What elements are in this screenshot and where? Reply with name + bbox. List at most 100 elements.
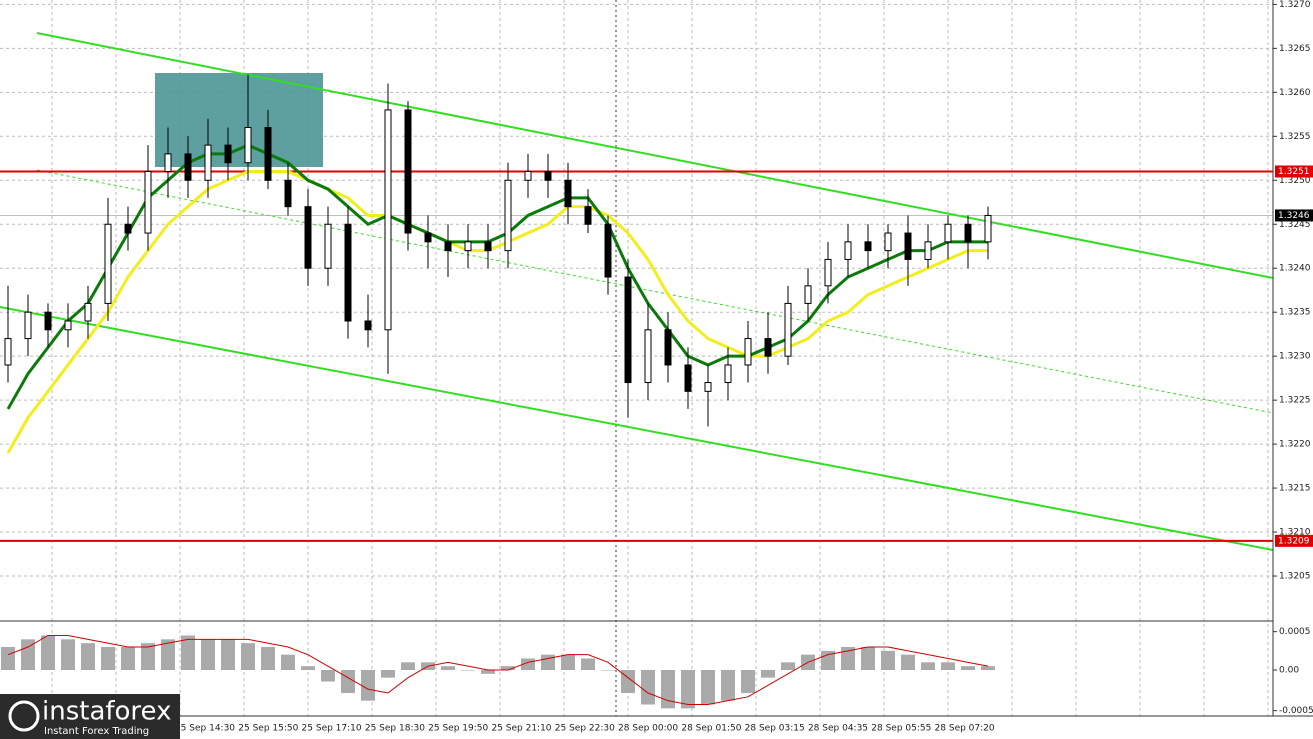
macd-bar [781, 662, 795, 670]
y-tick-label: 1.3250 [1279, 176, 1311, 186]
candle-body [724, 364, 732, 384]
candle-body [564, 179, 572, 208]
candle-body [364, 320, 372, 331]
x-tick-label: 25 Sep 17:10 [302, 724, 362, 734]
logo-tagline: Instant Forex Trading [44, 726, 149, 737]
candle-body [584, 206, 592, 225]
y-tick-label: 1.3235 [1279, 308, 1311, 318]
x-tick-label: 25 Sep 21:10 [491, 724, 551, 734]
candle-body [844, 241, 852, 260]
macd-bar [921, 662, 935, 670]
candle-body [84, 302, 92, 322]
candle-body [704, 382, 712, 392]
macd-bar [261, 647, 275, 670]
candle-body [984, 214, 992, 243]
macd-bar [241, 643, 255, 670]
macd-bar [341, 670, 355, 693]
logo-name: instaforex [42, 697, 171, 727]
candle-body [644, 329, 652, 384]
x-tick-label: 25 Sep 19:50 [428, 724, 488, 734]
macd-tick-label: 0.0005 [1279, 627, 1311, 637]
candle-body [944, 223, 952, 243]
candle-body [404, 109, 412, 234]
x-tick-label: 28 Sep 05:55 [871, 724, 931, 734]
candle-body [624, 276, 632, 384]
macd-bar [361, 670, 375, 701]
x-tick-label: 28 Sep 01:50 [681, 724, 741, 734]
macd-bar [681, 670, 695, 709]
zone-box [155, 73, 323, 167]
candle-body [164, 153, 172, 172]
macd-bar [601, 670, 615, 671]
x-tick-label: 28 Sep 03:15 [745, 724, 805, 734]
y-tick-label: 1.3270 [1279, 0, 1311, 10]
macd-bar [281, 654, 295, 670]
macd-bar [621, 670, 635, 693]
candle-body [744, 338, 752, 366]
y-tick-label: 1.3260 [1279, 88, 1311, 98]
ma-fast-line [6, 143, 988, 410]
y-tick-label: 1.3240 [1279, 264, 1311, 274]
candle-body [684, 364, 692, 392]
channel-lower [0, 306, 1274, 551]
macd-bar [121, 647, 135, 670]
candle-body [24, 311, 32, 340]
level-label: 1.3209 [1278, 536, 1310, 546]
candle-body [924, 241, 932, 260]
candle-body [264, 127, 272, 181]
candle-body [224, 144, 232, 164]
macd-bar [861, 647, 875, 670]
y-tick-label: 1.3215 [1279, 484, 1311, 494]
candle-body [184, 153, 192, 181]
candle-body [324, 223, 332, 269]
y-tick-label: 1.3245 [1279, 220, 1311, 230]
macd-bar [161, 639, 175, 670]
macd-bar [521, 658, 535, 670]
macd-bar [901, 654, 915, 670]
candle-body [284, 179, 292, 208]
candle-body [44, 311, 52, 331]
macd-tick-label: -0.00053 [1279, 706, 1313, 716]
macd-bar [961, 666, 975, 670]
macd-bar [21, 639, 35, 670]
macd-bar [641, 670, 655, 705]
price-badge [1275, 209, 1313, 222]
candle-body [964, 223, 972, 243]
macd-bar [301, 666, 315, 670]
macd-bar [581, 658, 595, 670]
macd-bar [461, 670, 475, 671]
macd-bar [941, 662, 955, 670]
macd-bar [541, 654, 555, 670]
macd-bar [201, 639, 215, 670]
candle-body [64, 320, 72, 331]
candle-body [464, 241, 472, 252]
candle-body [804, 285, 812, 304]
macd-bar [481, 670, 495, 674]
macd-bar [721, 670, 735, 701]
macd-bar [181, 635, 195, 670]
macd-bar [381, 670, 395, 678]
ma-slow-line [6, 169, 988, 454]
level-label: 1.3251 [1278, 167, 1310, 177]
logo-box [0, 694, 180, 739]
candle-body [664, 329, 672, 366]
logo-icon [8, 700, 40, 732]
candle-body [904, 232, 912, 260]
level-badge [1275, 534, 1313, 547]
macd-bar [561, 654, 575, 670]
macd-bar [501, 666, 515, 670]
macd-bar [1, 647, 15, 670]
x-tick-label: 25 Sep 18:30 [365, 724, 425, 734]
macd-tick-label: 0.00 [1279, 666, 1299, 676]
macd-bar [441, 666, 455, 670]
x-tick-label: 28 Sep 07:20 [935, 724, 995, 734]
macd-bar [761, 670, 775, 678]
candle-body [484, 241, 492, 252]
y-tick-label: 1.3230 [1279, 352, 1311, 362]
candle-body [244, 127, 252, 164]
candle-body [344, 223, 352, 322]
y-tick-label: 1.3220 [1279, 440, 1311, 450]
macd-bar [41, 635, 55, 670]
